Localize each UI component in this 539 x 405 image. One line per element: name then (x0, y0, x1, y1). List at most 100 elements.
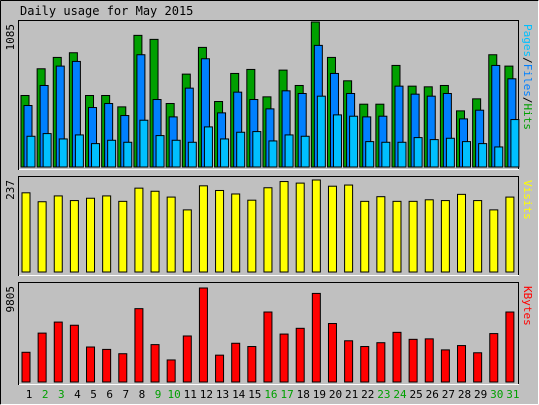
bar-pages-day-21 (349, 115, 359, 168)
bar-kbytes-day-11 (182, 335, 192, 383)
panel-3-legend: KBytes (521, 286, 534, 326)
bar-kbytes-day-31 (505, 311, 515, 383)
bar-visits-day-15 (247, 199, 257, 273)
bar-pages-day-17 (284, 134, 294, 168)
bar-pages-day-6 (107, 139, 117, 168)
bar-kbytes-day-22 (360, 346, 370, 383)
bar-visits-day-13 (215, 189, 225, 273)
bar-pages-day-8 (139, 119, 149, 168)
bar-kbytes-day-1 (21, 351, 31, 383)
day-label-5: 5 (90, 388, 97, 401)
bar-visits-day-19 (311, 179, 321, 273)
bar-visits-day-27 (440, 200, 450, 273)
bar-kbytes-day-9 (150, 344, 160, 383)
legend-hits: Hits (521, 104, 534, 131)
panel-visits: 237 Visits (4, 176, 534, 276)
day-label-29: 29 (474, 388, 487, 401)
bar-pages-day-2 (42, 133, 52, 168)
bar-kbytes-day-3 (53, 321, 63, 383)
bar-kbytes-day-15 (247, 346, 257, 383)
day-label-16: 16 (264, 388, 277, 401)
bar-kbytes-day-5 (86, 346, 96, 383)
bar-pages-day-1 (26, 135, 36, 168)
bar-visits-day-29 (473, 200, 483, 273)
bar-kbytes-day-23 (376, 342, 386, 383)
bar-visits-day-28 (457, 193, 467, 273)
bar-pages-day-4 (74, 134, 84, 168)
bar-visits-day-9 (150, 190, 160, 273)
panel-2-ymax-label: 237 (4, 180, 17, 200)
bar-kbytes-day-18 (295, 327, 305, 383)
day-label-1: 1 (26, 388, 33, 401)
bar-visits-day-7 (118, 200, 128, 273)
day-label-13: 13 (216, 388, 229, 401)
day-label-8: 8 (139, 388, 146, 401)
bar-visits-day-18 (295, 182, 305, 273)
day-label-4: 4 (74, 388, 81, 401)
bar-kbytes-day-29 (473, 352, 483, 383)
day-label-28: 28 (458, 388, 471, 401)
bar-pages-day-27 (445, 137, 455, 168)
day-label-6: 6 (106, 388, 113, 401)
bar-visits-day-17 (279, 181, 289, 273)
bar-kbytes-day-21 (344, 340, 354, 383)
day-label-15: 15 (248, 388, 261, 401)
day-label-3: 3 (58, 388, 65, 401)
bar-kbytes-day-4 (69, 324, 79, 383)
bar-kbytes-day-27 (440, 349, 450, 383)
bar-kbytes-day-24 (392, 331, 402, 383)
bar-visits-day-16 (263, 187, 273, 273)
bar-kbytes-day-26 (424, 338, 434, 383)
bar-pages-day-13 (220, 138, 230, 168)
day-label-18: 18 (297, 388, 310, 401)
day-label-27: 27 (442, 388, 455, 401)
bar-pages-day-9 (155, 135, 165, 168)
bar-visits-day-24 (392, 200, 402, 273)
bar-visits-day-20 (327, 185, 337, 273)
panel-2-legend: Visits (521, 180, 534, 220)
bar-pages-day-29 (478, 143, 488, 168)
bar-kbytes-day-30 (489, 333, 499, 383)
bar-kbytes-day-6 (102, 348, 112, 383)
bar-visits-day-10 (166, 196, 176, 273)
bar-kbytes-day-10 (166, 359, 176, 383)
bar-kbytes-day-13 (215, 354, 225, 383)
bar-pages-day-19 (316, 95, 326, 168)
bar-visits-day-14 (231, 193, 241, 273)
bar-pages-day-3 (58, 138, 68, 168)
bar-visits-day-8 (134, 187, 144, 273)
day-label-21: 21 (345, 388, 358, 401)
legend-sep-2: / (521, 97, 534, 104)
bar-pages-day-12 (203, 126, 213, 168)
bar-pages-day-10 (171, 139, 181, 168)
bar-pages-day-20 (332, 114, 342, 168)
bar-kbytes-day-2 (37, 332, 47, 383)
day-label-22: 22 (361, 388, 374, 401)
panel-1-ymax-label: 1085 (4, 24, 17, 51)
panel-1-legend: Pages/Files/Hits (521, 24, 534, 130)
bar-pages-day-18 (300, 135, 310, 168)
bar-pages-day-23 (381, 141, 391, 168)
day-label-7: 7 (122, 388, 129, 401)
chart-title: Daily usage for May 2015 (20, 4, 193, 18)
bar-visits-day-5 (86, 197, 96, 273)
bar-pages-day-7 (123, 141, 133, 168)
bar-visits-day-26 (424, 199, 434, 273)
bar-pages-day-5 (91, 143, 101, 168)
bar-visits-day-21 (344, 184, 354, 273)
legend-sep-1: / (521, 57, 534, 64)
day-label-14: 14 (232, 388, 246, 401)
bar-pages-day-11 (187, 141, 197, 168)
bar-visits-day-23 (376, 196, 386, 273)
bar-kbytes-day-20 (327, 323, 337, 383)
day-label-19: 19 (313, 388, 326, 401)
bar-kbytes-day-8 (134, 308, 144, 383)
bar-pages-day-28 (462, 141, 472, 168)
bar-pages-day-30 (494, 146, 504, 168)
bar-visits-day-12 (198, 185, 208, 273)
bar-visits-day-1 (21, 192, 31, 273)
legend-files: Files (521, 64, 534, 97)
panel-hits-files-pages: 1085 Pages/Files/Hits (4, 20, 534, 170)
day-label-24: 24 (393, 388, 407, 401)
